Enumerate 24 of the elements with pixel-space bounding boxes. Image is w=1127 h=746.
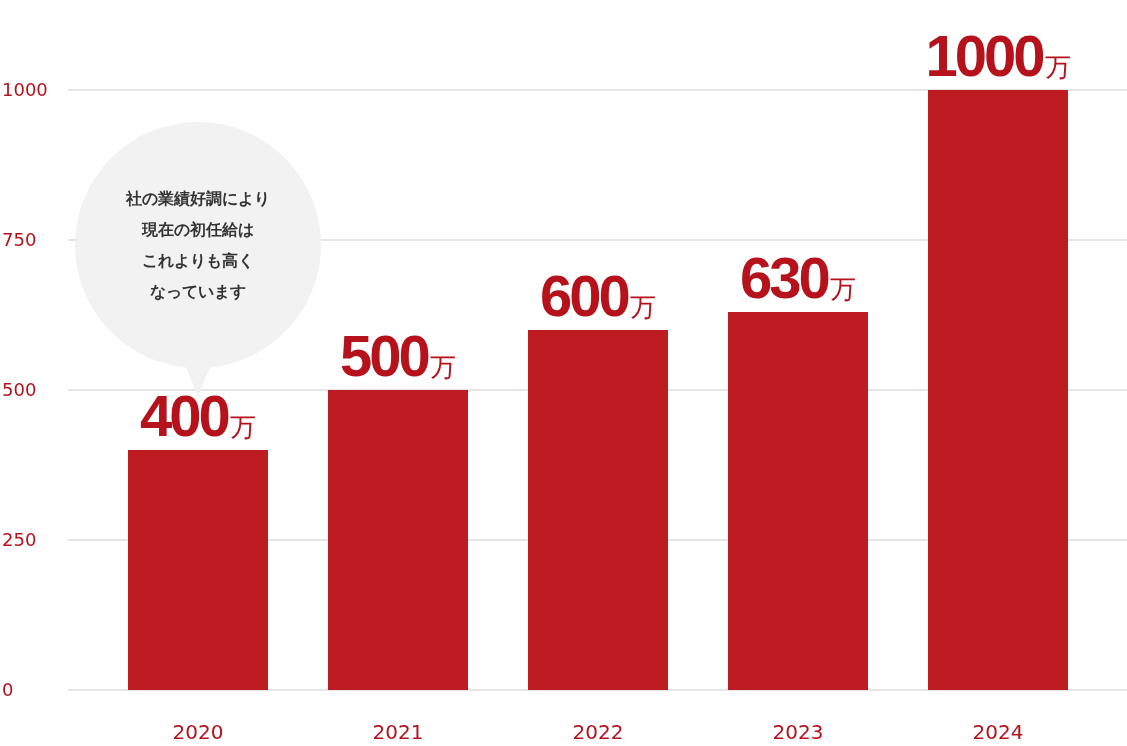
bar [128,450,268,690]
y-tick-label: 1000 [2,79,48,101]
data-label: 600万 [540,263,656,328]
annotation: これよりも高く [142,251,254,271]
annotation: 社の業績好調により [125,189,270,209]
data-label: 1000万 [925,23,1071,88]
y-tick-label: 750 [2,229,37,251]
data-label: 500万 [340,323,456,388]
x-tick-label: 2023 [772,720,824,744]
y-tick-label: 500 [2,379,37,401]
x-tick-label: 2021 [372,720,424,744]
bar [928,90,1068,690]
annotation: 現在の初任給は [141,220,254,240]
annotation: なっています [150,282,246,302]
y-tick-label: 0 [2,679,14,701]
y-tick-label: 250 [2,529,37,551]
data-label: 400万 [140,383,256,448]
bar [328,390,468,690]
bar [528,330,668,690]
x-tick-label: 2022 [572,720,624,744]
data-label: 630万 [740,245,856,310]
x-tick-label: 2024 [972,720,1024,744]
x-tick-label: 2020 [172,720,224,744]
bar [728,312,868,690]
